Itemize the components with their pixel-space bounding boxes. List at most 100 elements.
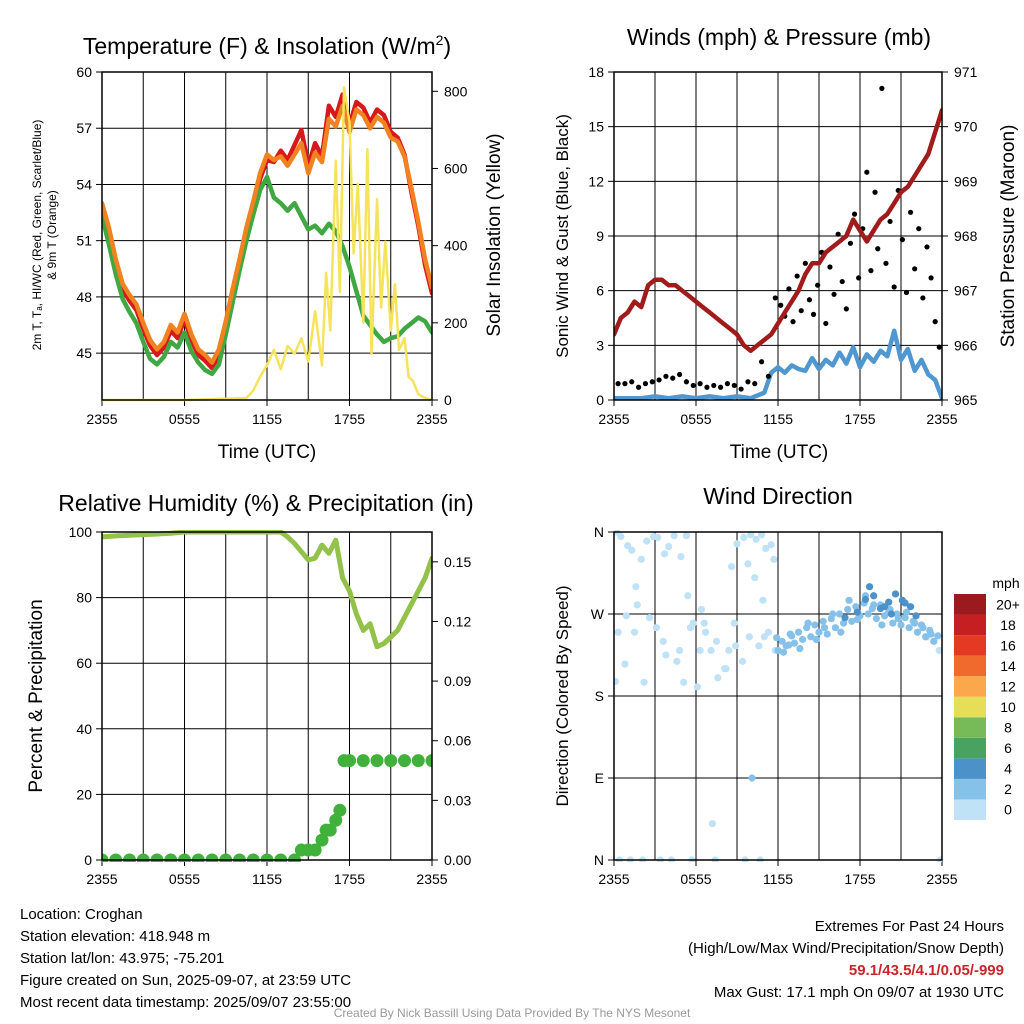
winds-series-gust-point: [928, 275, 934, 281]
wind-direction-series-mid-speed-2-4-mph--point: [848, 617, 856, 625]
wind-direction-series-low-speed-0-2-mph--point: [738, 657, 747, 665]
colorbar-swatch: [954, 696, 986, 718]
wind-direction-series-mid-speed-2-4-mph--point: [927, 630, 935, 638]
wind-direction-series-higher-speed-4-mph--point: [887, 610, 896, 618]
temperature-x-tick-label: 1755: [334, 411, 365, 427]
wind-direction-series-low-speed-0-2-mph--point: [677, 553, 685, 561]
winds-series-gust-point: [663, 373, 669, 379]
winds-series-gust-point: [851, 211, 858, 217]
wind-direction-series-low-speed-0-2-mph--point: [707, 646, 715, 655]
winds-y2-axis-label: Station Pressure (Maroon): [998, 125, 1019, 348]
winds-series-gust-point: [752, 381, 758, 387]
temperature-y2-tick-label: 400: [444, 238, 468, 254]
wind-direction-y-tick-label: N: [594, 524, 604, 540]
wind-direction-series-low-speed-0-2-mph--point: [935, 646, 942, 655]
winds-series-gust-point: [903, 289, 910, 296]
winds-series-gust-point: [794, 273, 800, 279]
wind-direction-series-low-speed-0-2-mph--point: [727, 563, 736, 571]
wind-direction-series-mid-speed-2-4-mph--point: [794, 628, 803, 636]
colorbar-label: 2: [1004, 781, 1012, 797]
wind-direction-series-low-speed-0-2-mph--point: [696, 646, 704, 655]
humidity-y-tick-label: 80: [76, 590, 92, 606]
wind-direction-series-higher-speed-4-mph--point: [841, 614, 849, 622]
wind-direction-series-mid-speed-2-4-mph--point: [774, 646, 782, 655]
wind-direction-series-low-speed-0-2-mph--point: [697, 605, 706, 614]
wind-direction-series-low-speed-0-2-mph--point: [628, 546, 636, 554]
winds-series-station-pressure-line: [614, 108, 942, 354]
winds-series-gust-point: [843, 306, 849, 312]
wind-direction-y-tick-label: E: [595, 770, 604, 786]
wind-direction-series-low-speed-0-2-mph--point: [730, 619, 738, 627]
colorbar-label: 0: [1004, 802, 1012, 818]
wind-direction-x-tick-label: 0555: [680, 871, 711, 887]
winds-marks: [614, 85, 942, 401]
wind-direction-x-tick-label: 1155: [763, 871, 793, 887]
winds-series-gust-point: [887, 218, 893, 225]
winds-series-gust-point: [778, 302, 784, 308]
wind-direction-series-low-speed-0-2-mph--point: [751, 573, 759, 582]
wind-direction-series-mid-speed-2-4-mph--point: [897, 621, 905, 629]
wind-direction-series-mid-speed-2-4-mph--point: [901, 614, 909, 622]
colorbar-swatch: [954, 778, 986, 800]
extremes-info: Extremes For Past 24 Hours (High/Low/Max…: [688, 916, 1004, 1004]
extremes-values: 59.1/43.5/4.1/0.05/-999: [848, 962, 1004, 979]
winds-series-gust-point: [704, 384, 710, 390]
wind-direction-series-low-speed-0-2-mph--point: [614, 628, 622, 636]
wind-direction-series-low-speed-0-2-mph--point: [617, 532, 625, 541]
wind-direction-series-low-speed-0-2-mph--point: [640, 678, 648, 686]
humidity-y2-tick-label: 0.09: [444, 673, 471, 689]
wind-direction-chart-title: Wind Direction: [703, 483, 853, 509]
humidity-frame: [101, 531, 433, 861]
winds-series-gust-point: [810, 311, 817, 317]
winds-y2-tick-label: 967: [954, 283, 978, 299]
winds-series-gust-point: [916, 226, 922, 232]
winds-series-gust-point: [629, 379, 635, 385]
winds-series-gust-point: [879, 85, 885, 91]
winds-y2-tick-label: 966: [954, 337, 978, 353]
colorbar-label: 12: [1000, 678, 1016, 694]
wind-direction-series-low-speed-0-2-mph--point: [673, 657, 681, 665]
winds-series-gust-point: [907, 209, 914, 215]
wind-direction-series-low-speed-0-2-mph--point: [733, 540, 741, 548]
wind-direction-series-low-speed-0-2-mph--point: [662, 651, 670, 659]
winds-series-gust-point: [823, 320, 829, 327]
winds-series-gust-point: [636, 384, 642, 390]
wind-direction-series-mid-speed-2-4-mph--point: [748, 774, 756, 782]
colorbar-title: mph: [992, 575, 1019, 591]
winds-y-tick-label: 12: [588, 173, 604, 189]
wind-direction-series-low-speed-0-2-mph--point: [632, 583, 640, 591]
wind-direction-series-mid-speed-2-4-mph--point: [911, 619, 919, 627]
wind-direction-series-low-speed-0-2-mph--point: [654, 533, 662, 542]
winds-y-tick-label: 18: [588, 64, 604, 80]
figure-created: Figure created on Sun, 2025-09-07, at 23…: [20, 972, 352, 989]
wind-direction-series-low-speed-0-2-mph--point: [686, 624, 695, 632]
wind-direction-series-mid-speed-2-4-mph--point: [835, 610, 844, 618]
winds-y-axis-label: Sonic Wind & Gust (Blue, Black): [553, 114, 572, 358]
temperature-y-tick-label: 54: [76, 176, 92, 192]
temperature-x-tick-label: 2355: [416, 411, 447, 427]
wind-direction-series-low-speed-0-2-mph--point: [740, 533, 748, 542]
wind-direction-plot-area: 2355 0555 1155 1755 2355 N E S W N: [591, 524, 958, 887]
winds-series-gust-point: [718, 384, 724, 390]
colorbar-label: 20+: [996, 596, 1020, 612]
wind-direction-series-low-speed-0-2-mph--point: [732, 642, 740, 650]
winds-series-gust-point: [670, 375, 676, 381]
wind-direction-series-low-speed-0-2-mph--point: [643, 537, 651, 545]
temperature-panel: Temperature (F) & Insolation (W/m2) Time…: [30, 32, 505, 463]
wind-direction-series-low-speed-0-2-mph--point: [752, 535, 760, 543]
wind-direction-series-low-speed-0-2-mph--point: [712, 637, 721, 645]
wind-direction-series-low-speed-0-2-mph--point: [621, 660, 629, 668]
wind-direction-series-low-speed-0-2-mph--point: [700, 619, 708, 627]
wind-direction-series-mid-speed-2-4-mph--point: [837, 628, 845, 636]
wind-direction-series-low-speed-0-2-mph--point: [680, 678, 688, 686]
wind-direction-series-mid-speed-2-4-mph--point: [819, 617, 827, 625]
winds-y-tick-label: 6: [596, 283, 604, 299]
temperature-x-tick-label: 0555: [169, 411, 200, 427]
wind-direction-y-axis-label: Direction (Colored By Speed): [553, 585, 572, 806]
wind-direction-series-low-speed-0-2-mph--point: [760, 633, 768, 641]
wind-direction-series-low-speed-0-2-mph--point: [708, 819, 717, 828]
winds-series-gust-point: [815, 282, 821, 288]
wind-direction-series-low-speed-0-2-mph--point: [622, 612, 630, 620]
wind-direction-frame: [613, 531, 943, 861]
winds-x-tick-label: 1755: [844, 411, 875, 427]
